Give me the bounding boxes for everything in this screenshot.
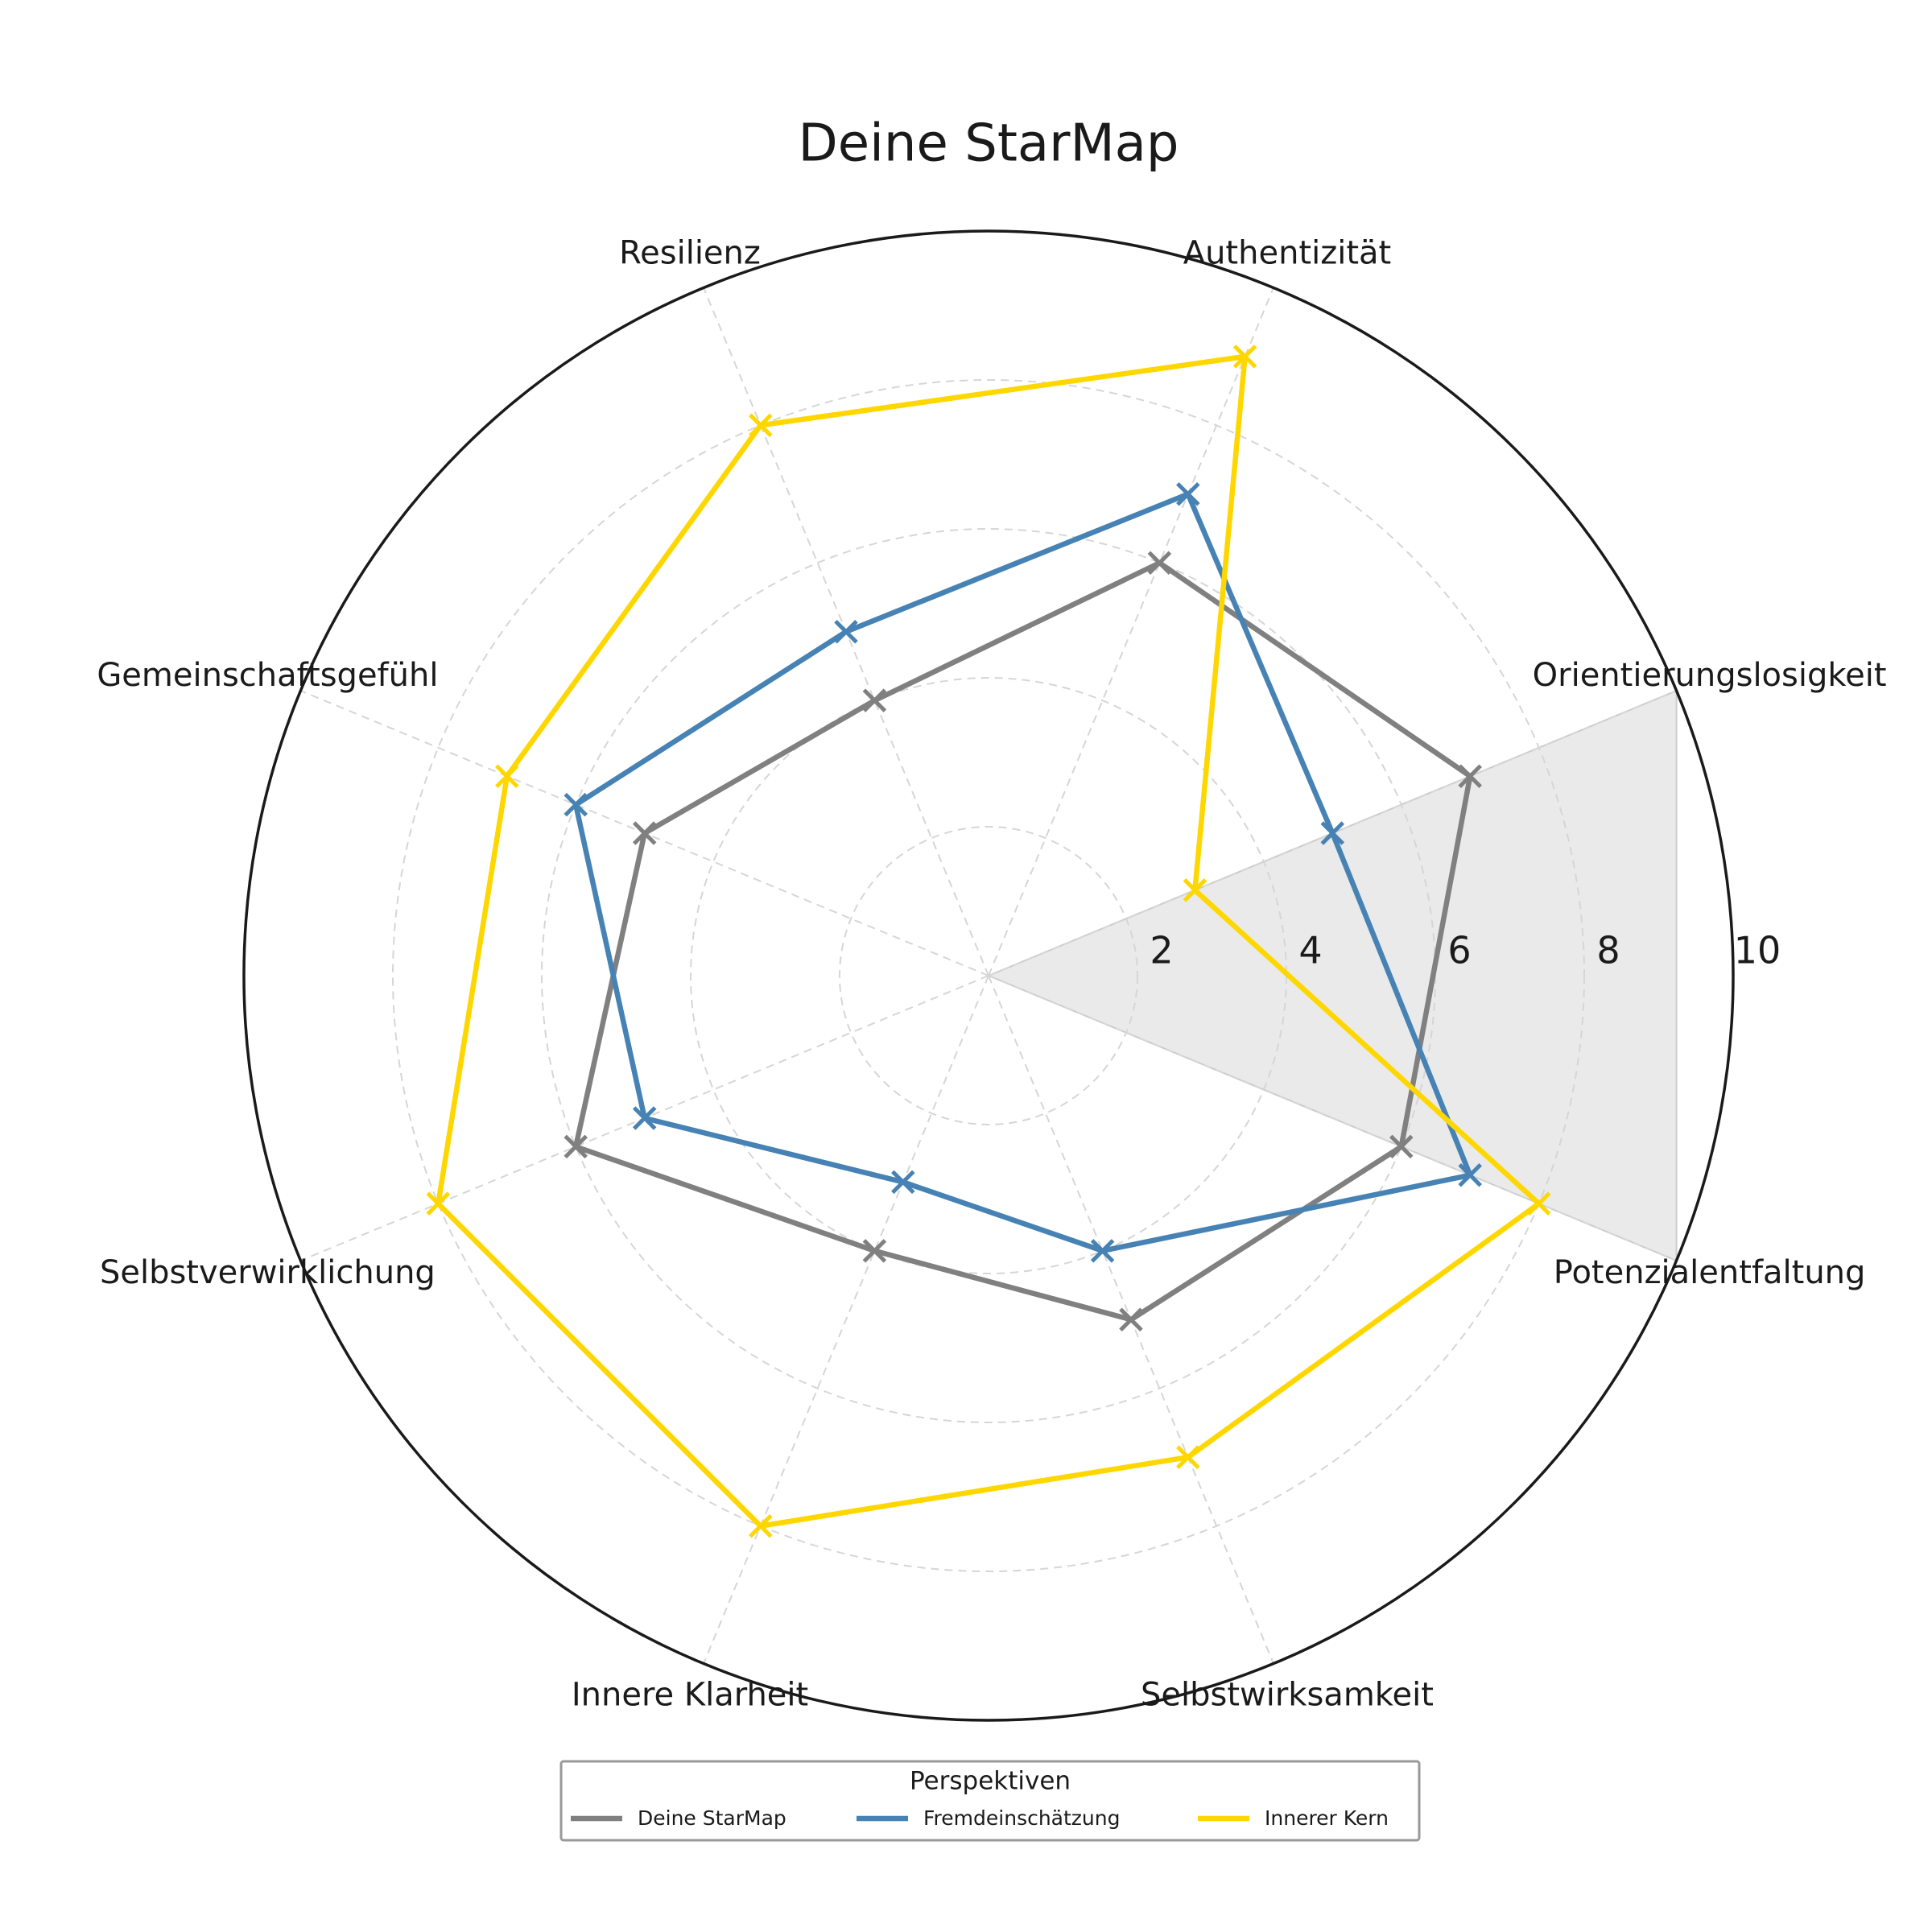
marker-x xyxy=(1119,1307,1143,1332)
legend-label: Innerer Kern xyxy=(1265,1806,1389,1830)
r-tick-label: 6 xyxy=(1447,929,1471,972)
marker-x xyxy=(834,619,858,644)
category-label: Selbstverwirklichung xyxy=(100,1254,436,1291)
legend-label: Fremdeinschätzung xyxy=(923,1806,1120,1830)
category-label: Orientierungslosigkeit xyxy=(1533,657,1887,694)
marker-x xyxy=(632,1106,657,1130)
category-label: Resilienz xyxy=(619,234,761,271)
marker-x xyxy=(862,1239,887,1263)
marker-x xyxy=(749,413,773,438)
legend-title: Perspektiven xyxy=(910,1767,1071,1796)
marker-x xyxy=(1147,551,1172,576)
marker-x xyxy=(1458,764,1482,788)
category-label: Potenzialentfaltung xyxy=(1554,1254,1866,1291)
marker-x xyxy=(862,688,887,712)
marker-x xyxy=(1176,482,1200,506)
category-label: Innere Klarheit xyxy=(572,1677,808,1714)
marker-x xyxy=(1458,1163,1482,1187)
marker-x xyxy=(1526,1191,1551,1216)
grid-ring xyxy=(392,379,1585,1572)
marker-x xyxy=(564,1134,588,1159)
spoke-grid-line xyxy=(988,975,1677,1261)
marker-x xyxy=(1090,1239,1115,1263)
outer-ring xyxy=(242,229,1735,1722)
r-tick-label: 2 xyxy=(1150,929,1173,972)
marker-x xyxy=(1232,345,1257,369)
grid-ring xyxy=(839,826,1138,1125)
marker-x xyxy=(495,764,519,788)
marker-x xyxy=(1320,821,1345,845)
category-label: Authentizität xyxy=(1183,234,1392,271)
spoke-grid-line xyxy=(988,287,1274,976)
marker-x xyxy=(426,1191,451,1216)
legend: Perspektiven Deine StarMap Fremdeinschätz… xyxy=(559,1760,1421,1842)
spoke-grid-line xyxy=(703,975,989,1664)
r-tick-label: 8 xyxy=(1596,929,1620,972)
marker-x xyxy=(632,821,657,845)
category-label: Selbstwirksamkeit xyxy=(1141,1677,1434,1714)
legend-label: Deine StarMap xyxy=(638,1806,786,1830)
marker-x xyxy=(1176,1445,1200,1469)
r-tick-label: 4 xyxy=(1298,929,1322,972)
r-tick-label: 10 xyxy=(1734,929,1781,972)
marker-x xyxy=(891,1170,915,1195)
marker-x xyxy=(564,792,588,817)
marker-x xyxy=(1389,1134,1414,1159)
category-label: Gemeinschaftsgefühl xyxy=(97,657,438,694)
chart-title: Deine StarMap xyxy=(798,114,1179,174)
marker-x xyxy=(749,1513,773,1538)
marker-x xyxy=(1183,878,1208,902)
plot-area: Orientierungslosigkeit Authentizität Resil… xyxy=(97,229,1887,1722)
